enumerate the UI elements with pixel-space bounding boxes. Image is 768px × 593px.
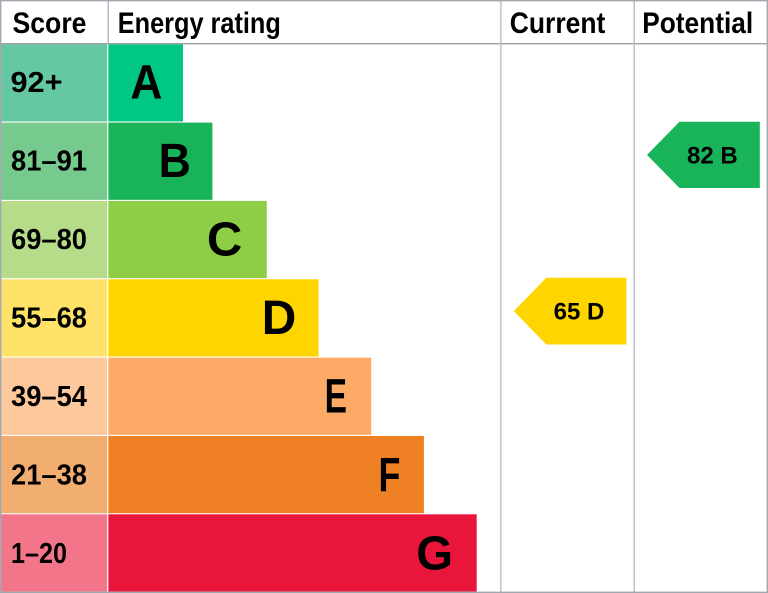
svg-text:55–68: 55–68 (11, 303, 87, 335)
svg-text:Score: Score (13, 7, 87, 40)
svg-text:82 B: 82 B (687, 142, 738, 169)
svg-text:F: F (379, 449, 401, 502)
svg-text:Current: Current (510, 7, 606, 40)
svg-text:G: G (416, 527, 453, 580)
svg-text:65 D: 65 D (554, 299, 605, 326)
svg-text:92+: 92+ (11, 67, 63, 99)
svg-text:21–38: 21–38 (11, 460, 87, 492)
svg-text:A: A (130, 57, 162, 110)
svg-text:Energy rating: Energy rating (118, 7, 281, 40)
svg-text:81–91: 81–91 (11, 146, 87, 178)
svg-text:39–54: 39–54 (11, 381, 87, 413)
svg-text:1–20: 1–20 (11, 538, 67, 570)
svg-text:C: C (207, 214, 242, 267)
svg-text:E: E (325, 371, 347, 424)
svg-text:Potential: Potential (642, 7, 753, 40)
svg-text:D: D (262, 292, 297, 345)
svg-text:69–80: 69–80 (11, 224, 87, 256)
svg-text:B: B (159, 135, 191, 188)
